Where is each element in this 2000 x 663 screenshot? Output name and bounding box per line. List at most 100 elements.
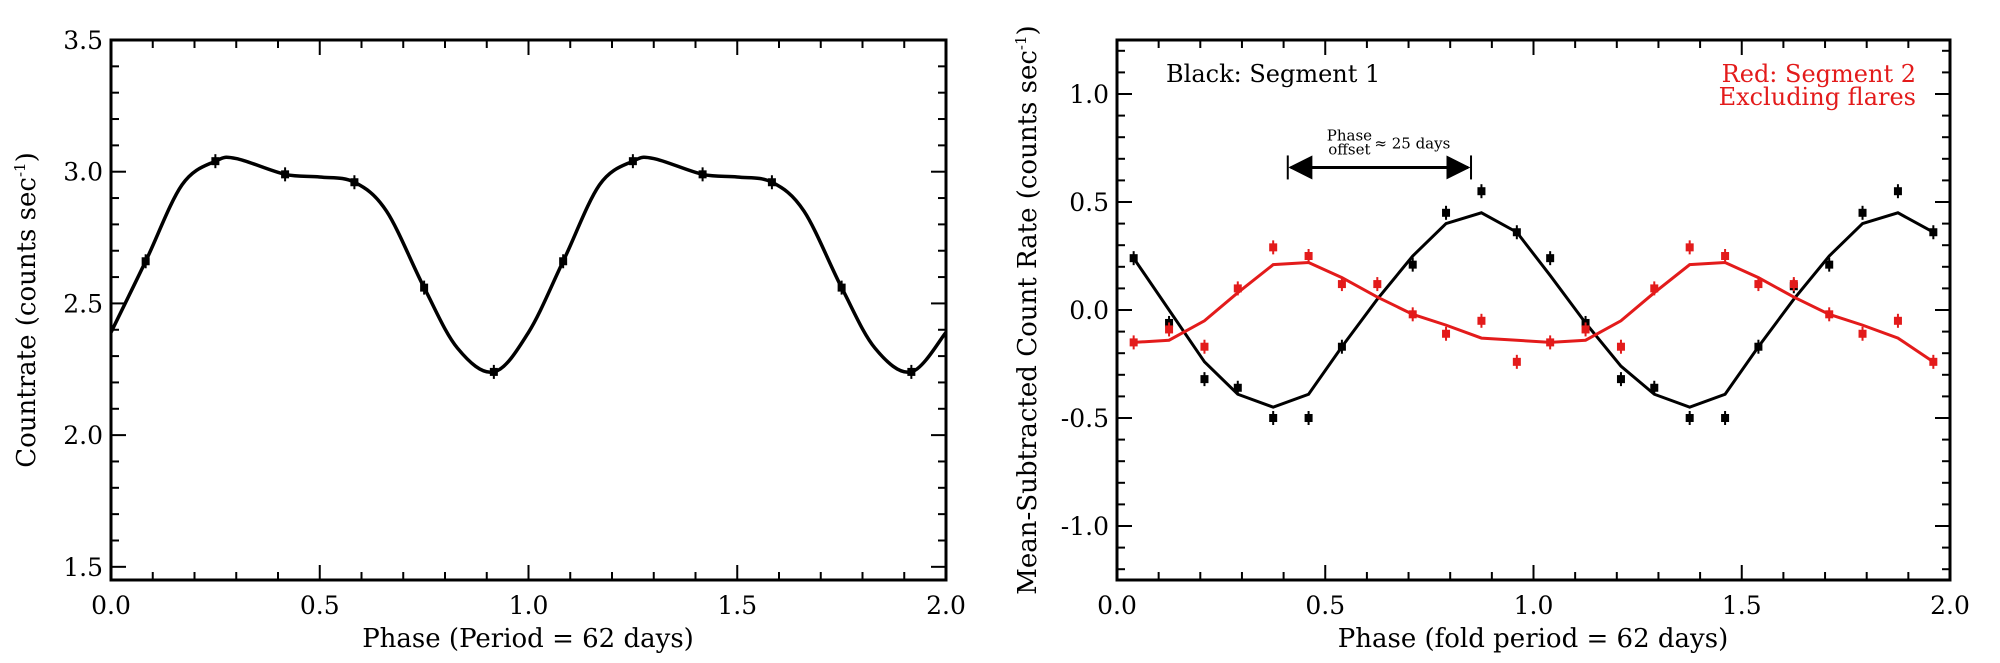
data-point (1512, 354, 1521, 369)
data-point (1858, 326, 1867, 341)
data-point (1512, 225, 1521, 240)
data-point (1616, 372, 1625, 387)
x-tick-label: 0.0 (1097, 591, 1137, 620)
y-tick-label: 1.0 (1069, 80, 1109, 109)
data-point (1650, 380, 1659, 395)
segment1-data-points (1129, 184, 1938, 425)
data-point (1616, 339, 1625, 354)
right-x-axis-title: Phase (fold period = 62 days) (1338, 624, 1728, 654)
data-point (1233, 380, 1242, 395)
segment1-fit-curve (1132, 211, 1935, 409)
data-point (1858, 205, 1867, 220)
data-point (1269, 240, 1278, 255)
x-tick-label: 1.0 (509, 591, 549, 620)
data-point (1442, 205, 1451, 220)
data-point (837, 280, 846, 295)
data-point (1893, 184, 1902, 199)
data-point (1685, 411, 1694, 425)
data-point (1442, 326, 1451, 341)
right-y-axis-title: Mean-Subtracted Count Rate (counts sec-1… (1012, 25, 1043, 594)
data-point (1129, 251, 1138, 266)
segment2-fit-curve (1133, 260, 1935, 364)
left-data-points (141, 154, 916, 379)
data-point (628, 154, 637, 169)
data-point (350, 175, 359, 190)
red-segment-label-2: Excluding flares (1719, 83, 1916, 111)
data-point (1721, 249, 1730, 263)
x-tick-label: 0.5 (300, 591, 340, 620)
data-point (559, 254, 568, 269)
data-point (141, 254, 150, 269)
phase-offset-label-phase: Phase (1327, 126, 1372, 144)
y-tick-label: -0.5 (1061, 404, 1109, 433)
y-tick-label: 2.0 (63, 421, 103, 450)
x-tick-label: 0.0 (91, 591, 131, 620)
data-point (1754, 339, 1763, 354)
data-point (1546, 335, 1555, 350)
data-point (698, 167, 707, 182)
data-point (1304, 411, 1313, 425)
data-point (767, 175, 776, 190)
left-fit-curve (109, 155, 948, 374)
right-y-tick-labels: -1.0 -0.5 0.0 0.5 1.0 (1061, 80, 1109, 541)
right-plot-frame (1115, 38, 1952, 582)
data-point (1408, 257, 1417, 272)
data-point (1754, 277, 1763, 292)
right-x-tick-labels: 0.0 0.5 1.0 1.5 2.0 (1097, 591, 1970, 620)
data-point (1165, 322, 1174, 337)
data-point (1546, 251, 1555, 266)
x-tick-label: 1.5 (717, 591, 757, 620)
data-point (281, 167, 290, 182)
left-y-axis-title: Countrate (counts sec-1) (11, 152, 42, 468)
data-point (1825, 307, 1834, 322)
phase-offset-label-offset: offset (1328, 140, 1370, 158)
left-x-axis-title: Phase (Period = 62 days) (362, 624, 694, 654)
red-segment-label: Red: Segment 2 (1722, 60, 1916, 88)
left-y-tick-labels: 1.5 2.0 2.5 3.0 3.5 (63, 26, 103, 582)
data-point (1685, 240, 1694, 255)
x-tick-label: 1.0 (1514, 591, 1554, 620)
data-point (420, 280, 429, 295)
data-point (1477, 313, 1486, 328)
data-point (907, 364, 916, 379)
data-point (1200, 372, 1209, 387)
y-tick-label: -1.0 (1061, 512, 1109, 541)
data-point (489, 364, 498, 379)
right-chart: 0.0 0.5 1.0 1.5 2.0 -1.0 -0.5 0.0 0.5 1.0 Black:… (1012, 25, 1970, 654)
data-point (1581, 322, 1590, 337)
data-point (211, 154, 220, 169)
y-tick-label: 3.5 (63, 26, 103, 55)
data-point (1789, 277, 1798, 292)
x-tick-label: 1.5 (1722, 591, 1762, 620)
right-axis-ticks (1116, 40, 1951, 580)
y-tick-label: 1.5 (63, 553, 103, 582)
data-point (1893, 313, 1902, 328)
data-point (1650, 281, 1659, 296)
data-point (1373, 277, 1382, 292)
y-tick-label: 3.0 (63, 158, 103, 187)
segment2-data-points (1129, 240, 1938, 369)
data-point (1337, 277, 1346, 292)
phase-offset-label-days: ≈ 25 days (1374, 134, 1450, 152)
data-point (1408, 307, 1417, 322)
data-point (1304, 249, 1313, 263)
data-point (1269, 411, 1278, 425)
left-chart: 0.0 0.5 1.0 1.5 2.0 1.5 2.0 2.5 3.0 3.5 Phase (P… (11, 26, 966, 654)
data-point (1477, 184, 1486, 199)
x-tick-label: 0.5 (1305, 591, 1345, 620)
data-point (1825, 257, 1834, 272)
left-x-tick-labels: 0.0 0.5 1.0 1.5 2.0 (91, 591, 966, 620)
left-axis-ticks (110, 39, 947, 580)
data-point (1929, 354, 1938, 369)
y-tick-label: 0.0 (1069, 296, 1109, 325)
x-tick-label: 2.0 (926, 591, 966, 620)
data-point (1200, 339, 1209, 354)
left-plot-frame (109, 38, 948, 582)
data-point (1233, 281, 1242, 296)
black-segment-label: Black: Segment 1 (1166, 60, 1380, 88)
y-tick-label: 2.5 (63, 289, 103, 318)
data-point (1929, 225, 1938, 240)
data-point (1721, 411, 1730, 425)
x-tick-label: 2.0 (1930, 591, 1970, 620)
